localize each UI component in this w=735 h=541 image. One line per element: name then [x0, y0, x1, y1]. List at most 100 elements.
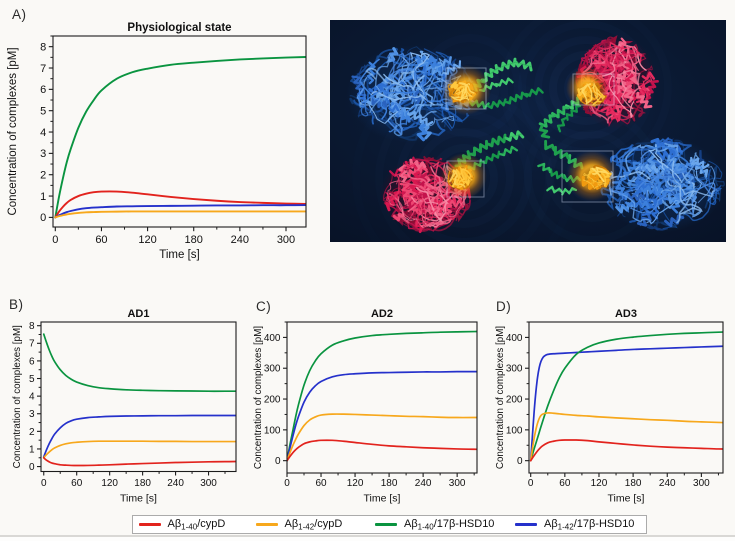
protein-ribbon	[346, 45, 478, 143]
y-tick-label: 5	[29, 374, 35, 385]
series-curve	[54, 204, 306, 219]
legend-label-prefix: Aβ	[167, 518, 182, 530]
y-tick-label: 4	[40, 127, 46, 139]
series-curve	[54, 56, 306, 219]
y-tick-label: 2	[40, 169, 46, 181]
y-tick-label: 100	[264, 425, 281, 436]
x-tick-label: 180	[185, 234, 203, 246]
series-curve	[42, 440, 236, 459]
protein-ribbon	[580, 164, 612, 191]
legend-line-sample	[375, 523, 397, 526]
y-tick-label: 300	[264, 364, 281, 375]
x-tick-label: 300	[449, 478, 466, 489]
legend-label-subscript: 1-42	[557, 522, 574, 532]
legend-box: Aβ1-40/cypD Aβ1-42/cypD Aβ1-40/17β-HSD10 Aβ…	[132, 515, 647, 534]
x-tick-label: 240	[167, 478, 184, 489]
legend-label: Aβ1-40/cypD	[168, 516, 226, 533]
legend-label-prefix: Aβ	[404, 518, 418, 530]
y-tick-label: 0	[40, 212, 46, 224]
legend-item-abeta-1-42-17b-hsd10: Aβ1-42/17β-HSD10	[515, 516, 634, 533]
panel-b-letter: B)	[9, 297, 24, 312]
x-tick-label: 0	[52, 234, 58, 246]
y-tick-label: 5	[40, 105, 46, 117]
protein-complexes-render	[330, 20, 726, 242]
plot-frame	[40, 321, 237, 473]
series-curve	[287, 330, 477, 462]
chart-panel-a: 0 60 120 180 240 300 0 1 2 3 4 5 6 7 8 Physiological st…	[7, 22, 307, 261]
plot-frame	[286, 321, 478, 474]
x-tick-label: 120	[347, 478, 364, 489]
y-tick-label: 8	[29, 321, 35, 332]
legend-label: Aβ1-40/17β-HSD10	[404, 516, 494, 533]
series-curve	[529, 331, 723, 462]
chart-curves	[287, 330, 477, 462]
legend-line-sample	[515, 523, 537, 526]
y-axis-label: Concentration of complexes [pM]	[7, 47, 19, 215]
y-tick-label: 1	[29, 444, 35, 455]
legend-label: Aβ1-42/cypD	[285, 516, 343, 533]
x-tick-label: 120	[138, 234, 156, 246]
x-tick-label: 120	[101, 478, 118, 489]
panel-a-letter: A)	[12, 7, 27, 22]
protein-ribbon	[576, 81, 608, 107]
panel-c-letter: C)	[256, 299, 272, 314]
y-axis-label: Concentration of complexes [pM]	[253, 326, 264, 469]
y-tick-label: 4	[29, 392, 35, 403]
x-tick-label: 240	[659, 478, 676, 489]
chart-curves	[529, 331, 723, 462]
x-tick-label: 240	[415, 478, 432, 489]
plot-frame	[528, 321, 724, 474]
x-tick-label: 0	[41, 478, 47, 489]
x-tick-label: 0	[284, 478, 290, 489]
chart-panel-d: 0 60 120 180 240 300 0 100 200 300 400 AD3 Time [s] C…	[495, 308, 724, 505]
series-curve	[54, 210, 306, 219]
binding-site-box	[446, 160, 485, 198]
binding-site-box	[572, 73, 615, 106]
y-tick-label: 3	[29, 409, 35, 420]
legend-label-subscript: 1-42	[298, 522, 315, 532]
y-tick-label: 2	[29, 427, 35, 438]
y-tick-label: 0	[275, 456, 281, 467]
legend-line-sample	[138, 523, 161, 526]
bottom-margin	[0, 537, 735, 541]
x-tick-label: 0	[528, 478, 534, 489]
x-tick-label: 120	[591, 478, 608, 489]
series-curve	[529, 439, 723, 462]
y-tick-label: 0	[517, 456, 523, 467]
legend-item-abeta-1-42-cypd: Aβ1-42/cypD	[255, 516, 343, 533]
y-tick-label: 200	[264, 394, 281, 405]
x-axis-label: Time [s]	[159, 249, 199, 261]
legend-label: Aβ1-42/17β-HSD10	[544, 516, 634, 533]
x-axis-label: Time [s]	[608, 493, 645, 505]
y-axis-label: Concentration of complexes [pM]	[495, 326, 506, 469]
series-curve	[42, 456, 236, 467]
protein-ribbon	[598, 136, 726, 232]
legend-label-suffix: /cypD	[197, 518, 226, 530]
y-tick-label: 100	[506, 425, 523, 436]
legend-label-subscript: 1-40	[417, 522, 434, 532]
protein-ribbon	[445, 165, 475, 191]
x-tick-label: 180	[381, 478, 398, 489]
legend-item-abeta-1-40-17b-hsd10: Aβ1-40/17β-HSD10	[375, 516, 494, 533]
y-tick-label: 1	[40, 191, 46, 203]
chart-panel-b: 0 60 120 180 240 300 0 1 2 3 4 5 6 7 8 AD1 Time [s] Conce…	[12, 308, 237, 505]
y-axis-label: Concentration of complexes [pM]	[12, 325, 23, 468]
x-tick-label: 60	[315, 478, 327, 489]
legend-label-suffix: /17β-HSD10	[433, 518, 495, 530]
x-tick-label: 300	[200, 478, 217, 489]
y-tick-label: 300	[506, 364, 523, 375]
x-tick-label: 60	[95, 234, 107, 246]
y-tick-label: 400	[506, 333, 523, 344]
y-tick-label: 7	[40, 63, 46, 75]
x-tick-label: 300	[277, 234, 295, 246]
panel-d-letter: D)	[496, 299, 512, 314]
x-tick-label: 60	[559, 478, 571, 489]
legend-label-prefix: Aβ	[544, 518, 558, 530]
x-tick-label: 180	[625, 478, 642, 489]
y-tick-label: 8	[40, 41, 46, 53]
series-curve	[54, 190, 306, 219]
chart-curves	[54, 56, 306, 219]
chart-title: AD3	[615, 308, 637, 320]
